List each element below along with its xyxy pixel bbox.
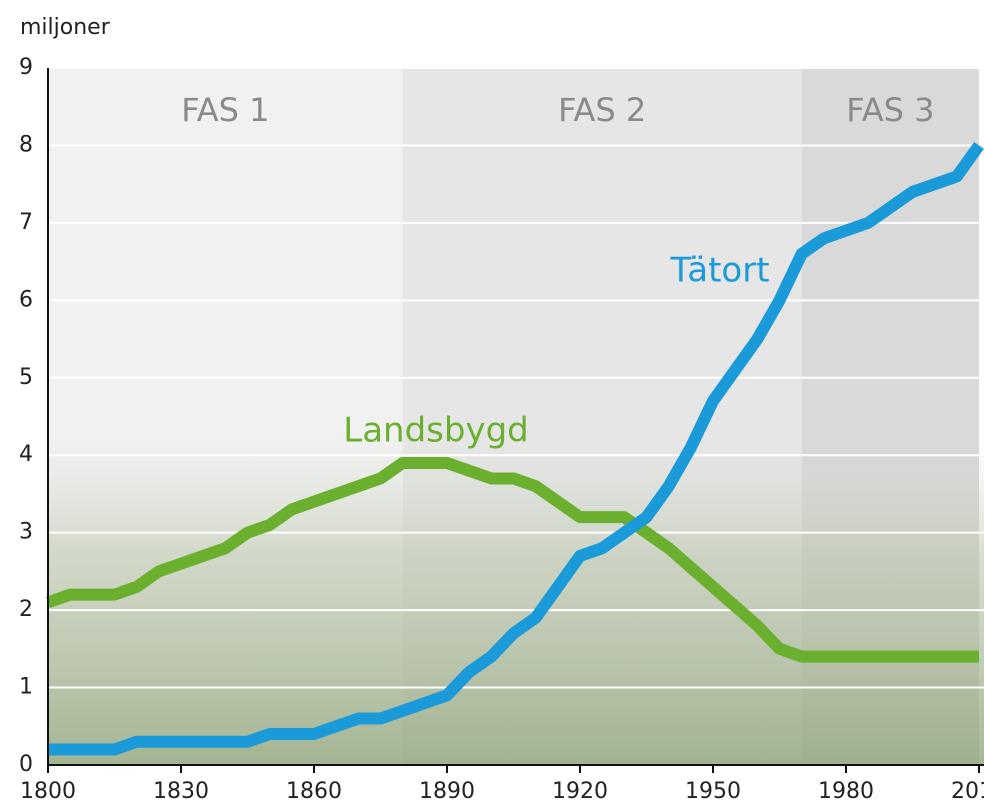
x-tick-label: 1920 — [552, 779, 608, 804]
y-tick-label: 5 — [19, 365, 33, 390]
series-line — [46, 456, 979, 663]
photo-backdrop — [48, 440, 984, 765]
phase-label: FAS 3 — [846, 91, 934, 129]
series-line — [48, 141, 984, 756]
y-axis-label: miljoner — [20, 15, 111, 40]
x-tick-label: 1890 — [419, 779, 475, 804]
x-tick-label: 1800 — [20, 779, 76, 804]
phase-label: FAS 1 — [181, 91, 269, 129]
y-tick-label: 4 — [19, 442, 33, 467]
y-tick-label: 2 — [19, 597, 33, 622]
y-tick-label: 3 — [19, 520, 33, 545]
x-tick-label: 1980 — [818, 779, 874, 804]
phase-label: FAS 2 — [558, 91, 646, 129]
y-tick-label: 8 — [19, 132, 33, 157]
y-tick-label: 6 — [19, 287, 33, 312]
y-tick-label: 0 — [19, 752, 33, 777]
y-tick-label: 1 — [19, 675, 33, 700]
x-tick-label: 1860 — [286, 779, 342, 804]
x-tick-label: 1950 — [685, 779, 741, 804]
series-label: Tätort — [669, 251, 769, 291]
x-tick-label: 1830 — [153, 779, 209, 804]
x-tick-label: 2010 — [951, 779, 984, 804]
y-tick-label: 9 — [19, 55, 33, 80]
y-tick-label: 7 — [19, 210, 33, 235]
series-label: Landsbygd — [343, 411, 529, 451]
